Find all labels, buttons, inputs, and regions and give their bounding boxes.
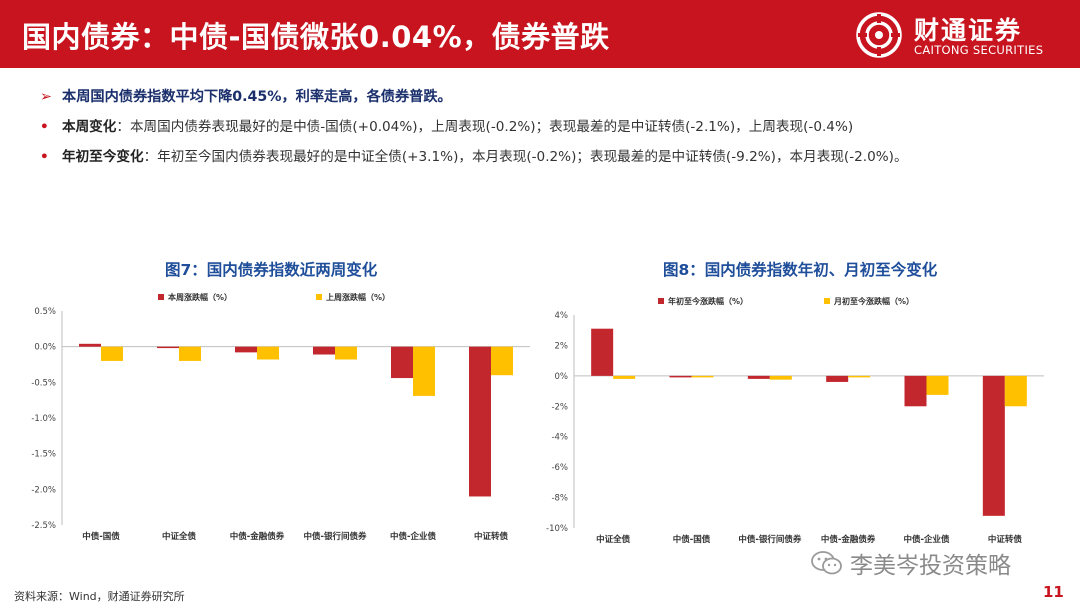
logo-text-cn: 财通证券 [914, 16, 1023, 45]
chart7-legend-swatch [316, 294, 322, 300]
chart7-xtick-label: 中债-企业债 [390, 531, 437, 542]
chart7-bar [179, 346, 201, 361]
chart8-ytick-label: -10% [546, 524, 568, 534]
chart7-xtick-label: 中债-金融债券 [230, 531, 285, 542]
chart8-xtick-label: 中债-金融债券 [821, 534, 876, 545]
chart8-legend-label: 年初至今涨跌幅（%） [668, 296, 748, 306]
chart7-bar [491, 346, 513, 376]
wechat-icon [811, 551, 842, 575]
chart7-xtick-label: 中证转债 [474, 531, 509, 542]
chart7-bar [313, 346, 335, 355]
chart8-bar [691, 375, 714, 378]
chart7-ytick-label: -0.5% [31, 378, 56, 388]
chart7-ytick-label: -1.5% [31, 450, 56, 460]
chart7-xtick-label: 中债-国债 [82, 531, 120, 542]
page-number: 11 [1043, 583, 1064, 601]
chart8-title: 图8：国内债券指数年初、月初至今变化 [663, 261, 938, 279]
summary-bullet: ➢ 本周国内债券指数平均下降0.45%，利率走高，各债券普跌。 [40, 86, 1040, 108]
chart8-xtick-label: 中证转债 [988, 534, 1023, 545]
bullet-weekly-label: 本周变化 [62, 119, 117, 135]
chart7-ytick-label: -1.0% [31, 414, 56, 424]
bullet-weekly-text: ：本周国内债券表现最好的是中债-国债(+0.04%)，上周表现(-0.2%)；表… [116, 119, 854, 135]
chart7-bar [235, 346, 257, 353]
chart7-xtick-label: 中证全债 [162, 531, 197, 542]
chart8-ytick-label: 4% [555, 311, 569, 321]
bullet-list: ➢ 本周国内债券指数平均下降0.45%，利率走高，各债券普跌。 • 本周变化：本… [40, 86, 1040, 176]
company-logo: 财通证券 CAITONG SECURITIES [856, 10, 1066, 60]
bullet-ytd-text: ：年初至今国内债券表现最好的是中证全债(+3.1%)，本月表现(-0.2%)；表… [143, 149, 908, 165]
chart7-xtick-label: 中债-银行间债券 [303, 531, 367, 542]
chart8-bar [1004, 375, 1027, 407]
chart8-bar [747, 375, 770, 379]
chart8-xtick-label: 中债-企业债 [903, 534, 950, 545]
chart7-bar [257, 346, 279, 360]
chart8-plot: 4% 2% 0% -2% -4% -6% -8% -10% 年初至今涨跌幅（%） 月初至今涨跌幅（… [546, 296, 1044, 545]
chart7-title: 图7：国内债券指数近两周变化 [165, 261, 378, 279]
chart7-legend-label: 上周涨跌幅（%） [326, 292, 390, 302]
chart7-ytick-label: -2.5% [31, 521, 56, 531]
chart8-legend-swatch [658, 298, 664, 304]
chart7-bar [79, 343, 101, 347]
bullet-ytd: • 年初至今变化：年初至今国内债券表现最好的是中证全债(+3.1%)，本月表现(… [40, 146, 990, 168]
bullet-ytd-label: 年初至今变化 [62, 149, 144, 165]
chart7-legend-label: 本周涨跌幅（%） [167, 292, 232, 302]
chart7-bar [391, 346, 413, 379]
chart8-bar [826, 375, 849, 382]
logo-text-en: CAITONG SECURITIES [914, 43, 1044, 57]
chart7-bar [101, 346, 123, 361]
chart7-bar [469, 346, 491, 497]
chart8-bar [982, 375, 1005, 516]
chart7-bar [335, 346, 357, 360]
chart7-plot: 0.5% 0.0% -0.5% -1.0% -1.5% -2.0% -2.5% 本周涨跌幅（%… [31, 292, 530, 542]
chart8-xtick-label: 中债-国债 [673, 534, 711, 545]
chart7-legend-swatch [158, 294, 164, 300]
page-title: 国内债券：中债-国债微张0.04%，债券普跌 [22, 20, 610, 54]
chart8-ytick-label: -4% [551, 433, 568, 443]
chart7-ytick-label: 0.0% [34, 343, 56, 353]
chart8-bar [769, 375, 792, 380]
logo-icon [856, 12, 902, 58]
dot-bullet-icon: • [40, 119, 49, 135]
chart8-ytick-label: 2% [555, 341, 569, 351]
chart7-bar [157, 346, 179, 349]
chart7-ytick-label: 0.5% [34, 307, 56, 317]
chart7-bar [413, 346, 435, 396]
chart8-bar [926, 375, 949, 395]
chart8-ytick-label: -8% [551, 494, 568, 504]
chart8-bar [848, 375, 871, 378]
chart8-bar [904, 375, 927, 407]
chart8-xtick-label: 中证全债 [596, 534, 631, 545]
arrow-bullet-icon: ➢ [40, 89, 52, 105]
chart8-xtick-label: 中债-银行间债券 [738, 534, 802, 545]
chart8-bar [669, 375, 692, 378]
watermark-text: 李美岑投资策略 [850, 553, 1011, 579]
source-note: 资料来源：Wind，财通证券研究所 [14, 590, 185, 603]
bullet-weekly: • 本周变化：本周国内债券表现最好的是中债-国债(+0.04%)，上周表现(-0… [40, 116, 1040, 138]
chart8-ytick-label: 0% [555, 372, 569, 382]
chart8-ytick-label: -2% [551, 402, 568, 412]
chart8-legend-label: 月初至今涨跌幅（%） [833, 296, 914, 306]
chart8-bar [591, 328, 614, 376]
dot-bullet-icon: • [40, 149, 49, 165]
summary-text: 本周国内债券指数平均下降0.45%，利率走高，各债券普跌。 [62, 89, 452, 105]
chart8-bar [613, 375, 636, 379]
chart8-legend-swatch [824, 298, 830, 304]
chart7-ytick-label: -2.0% [31, 485, 56, 495]
chart8-ytick-label: -6% [551, 463, 568, 473]
